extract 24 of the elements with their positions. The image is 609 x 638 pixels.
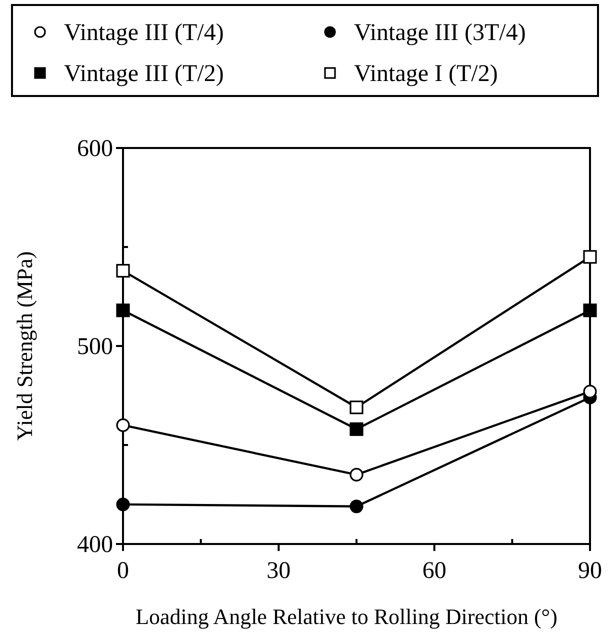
point	[116, 264, 130, 278]
x-tick-label: 60	[422, 558, 446, 584]
point	[350, 400, 364, 414]
y-axis-title: Yield Strength (MPa)	[12, 251, 37, 441]
legend-label: Vintage III (3T/4)	[354, 20, 526, 46]
y-tick-label: 400	[77, 532, 113, 558]
point	[116, 304, 130, 318]
y-tick-label: 500	[77, 334, 113, 360]
point	[583, 304, 597, 318]
legend-label: Vintage III (T/4)	[64, 20, 224, 46]
x-tick-label: 90	[578, 558, 602, 584]
point	[116, 418, 130, 432]
point	[350, 500, 364, 514]
point	[350, 468, 364, 482]
legend-label: Vintage I (T/2)	[354, 61, 498, 87]
legend-label: Vintage III (T/2)	[64, 61, 224, 87]
point	[116, 498, 130, 512]
point	[583, 250, 597, 264]
x-tick-label: 30	[266, 558, 291, 584]
y-tick-label: 600	[77, 136, 113, 162]
point	[583, 384, 597, 398]
x-axis-title: Loading Angle Relative to Rolling Direction (°)	[136, 604, 558, 629]
point	[350, 422, 364, 436]
x-tick-label: 0	[117, 558, 129, 584]
